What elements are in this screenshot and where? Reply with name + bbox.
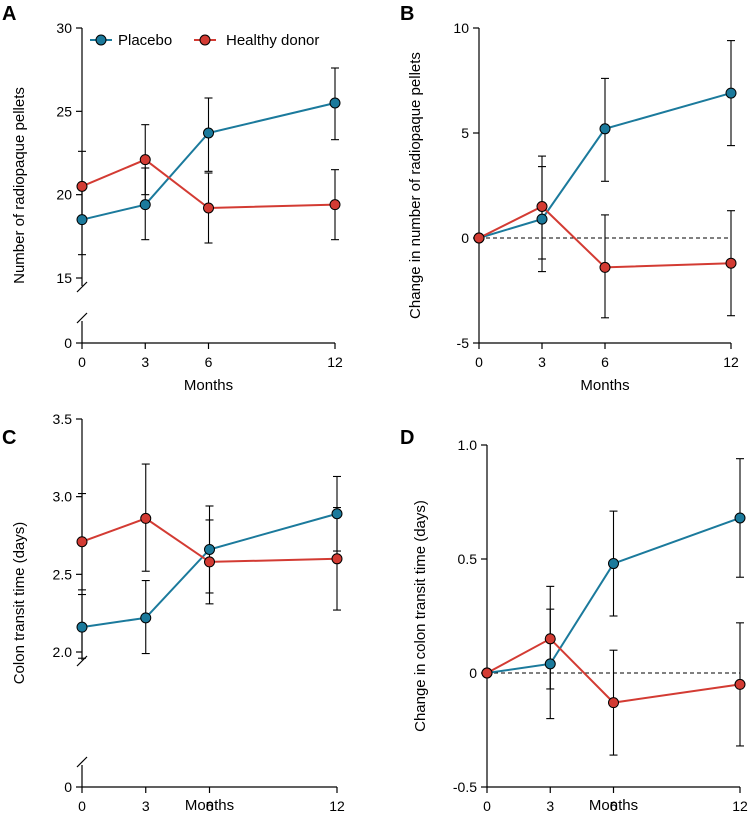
panel-d-donor-point [481, 667, 493, 679]
panel-d-donor-line [486, 637, 741, 704]
panel-d-placebo-line [486, 517, 741, 674]
panel-c-placebo-point [140, 612, 152, 624]
panel-b-donor-point [473, 232, 485, 244]
panel-c: C 0 2.0 2.5 3.0 3.5 0 3 6 12 Months Colon transit t… [2, 411, 345, 814]
legend: Placebo Healthy donor [90, 32, 319, 49]
panel-d-donor-point [608, 697, 619, 709]
panel-b-x-tick-label: 12 [723, 354, 739, 370]
panel-b-y-tick-label: 5 [461, 125, 469, 141]
panel-b-x-axis-title: Months [580, 377, 629, 394]
panel-b-y-tick-label: -5 [457, 335, 470, 351]
panel-c-y-tick-label: 3.5 [53, 411, 73, 427]
panel-d-y-tick-label: -0.5 [453, 779, 477, 795]
panel-c-donor-point [204, 556, 215, 568]
legend-donor-label: Healthy donor [226, 32, 319, 49]
panel-a-axis-break-upper [76, 281, 88, 293]
panel-c-donor-point [331, 553, 343, 565]
panel-a-donor-line [81, 158, 336, 210]
panel-a-x-tick-label: 0 [78, 354, 86, 370]
panel-d-x-axis-title: Months [589, 797, 638, 814]
panel-b-placebo-point [536, 213, 548, 225]
legend-placebo-label: Placebo [118, 32, 172, 49]
panel-a-placebo-point [329, 97, 341, 109]
panel-c-x-tick-label: 6 [206, 798, 214, 814]
panel-c-placebo-line [81, 512, 338, 629]
panel-a-placebo-point [139, 199, 151, 211]
panel-b-donor-point [599, 261, 611, 273]
panel-d-x-tick-label: 3 [546, 798, 554, 814]
panel-d-placebo-point [544, 658, 556, 670]
panel-a-donor-point [76, 180, 88, 192]
panel-a-x-tick-label: 12 [327, 354, 343, 370]
legend-donor-marker [199, 34, 211, 46]
panel-a-x-tick-label: 3 [141, 354, 149, 370]
panel-b-y-axis-title: Change in number of radiopaque pellets [407, 52, 424, 319]
panel-c-letter: C [2, 427, 16, 449]
panel-d: D -0.5 0 0.5 1.0 0 3 6 12 Months Change in colon t… [400, 427, 748, 814]
panel-d-placebo-point [734, 512, 746, 524]
panel-b-x-tick-label: 3 [538, 354, 546, 370]
legend-placebo-marker [95, 34, 107, 46]
panel-c-y-tick-label: 3.0 [53, 489, 73, 505]
panel-d-x-tick-label: 12 [732, 798, 748, 814]
panel-a-y-tick-label: 15 [56, 270, 72, 286]
panel-d-placebo-point [608, 558, 619, 570]
panel-d-y-tick-label: 0 [469, 665, 477, 681]
panel-c-x-tick-label: 0 [78, 798, 86, 814]
panel-c-y-tick-label: 2.5 [53, 566, 73, 582]
panel-a-donor-point [329, 199, 341, 211]
panel-d-donor-point [544, 633, 556, 645]
panel-a-y-tick-label: 25 [56, 103, 72, 119]
panel-c-placebo-point [331, 508, 343, 520]
panel-b-y-tick-label: 0 [461, 230, 469, 246]
panel-b-placebo-point [599, 123, 611, 135]
panel-d-y-tick-label: 1.0 [458, 437, 478, 453]
panel-a-axis-break-lower [76, 312, 88, 324]
panel-b-x-tick-label: 6 [601, 354, 609, 370]
panel-c-axis-break-lower [76, 756, 88, 768]
panel-a: A 0 15 20 25 30 0 3 6 12 Months Number of radiopaqu… [2, 3, 343, 394]
panel-b-donor-point [536, 201, 548, 212]
panel-d-donor-point [734, 678, 746, 690]
panel-a-y-axis-title: Number of radiopaque pellets [11, 87, 28, 284]
panel-a-y-tick-label: 20 [56, 187, 72, 203]
panel-b: B -5 0 5 10 0 3 6 12 Months Change in number of ra… [400, 3, 739, 394]
panel-b-placebo-point [725, 87, 737, 99]
panel-c-donor-point [76, 536, 88, 548]
panel-a-placebo-line [81, 102, 336, 221]
panel-b-donor-point [725, 257, 737, 269]
panel-d-x-tick-label: 0 [483, 798, 491, 814]
panel-c-y-axis-title: Colon transit time (days) [11, 522, 28, 685]
panel-a-y-tick-label-zero: 0 [64, 335, 72, 351]
panel-d-letter: D [400, 427, 414, 449]
panel-c-x-tick-label: 3 [142, 798, 150, 814]
panel-a-placebo-point [76, 214, 88, 226]
panel-b-x-tick-label: 0 [475, 354, 483, 370]
panel-d-x-tick-label: 6 [610, 798, 618, 814]
panel-a-donor-point [203, 202, 214, 214]
panel-c-x-tick-label: 12 [329, 798, 345, 814]
panel-a-y-tick-label: 30 [56, 20, 72, 36]
panel-c-donor-line [81, 517, 338, 563]
panel-b-placebo-line [478, 92, 732, 239]
panel-b-letter: B [400, 3, 414, 25]
panel-a-x-axis-title: Months [184, 377, 233, 394]
panel-a-letter: A [2, 3, 16, 25]
panel-d-y-tick-label: 0.5 [458, 551, 478, 567]
panel-d-y-axis-title: Change in colon transit time (days) [412, 500, 429, 732]
panel-b-y-tick-label: 10 [453, 20, 469, 36]
panel-c-y-tick-label-zero: 0 [64, 779, 72, 795]
panel-c-donor-point [140, 512, 152, 524]
panel-c-placebo-point [204, 543, 215, 555]
panel-b-donor-line [478, 205, 732, 269]
panel-c-y-tick-label: 2.0 [53, 644, 73, 660]
panel-c-placebo-point [76, 621, 88, 633]
panel-a-donor-point [139, 154, 151, 166]
panel-a-placebo-point [203, 127, 214, 139]
panel-c-x-axis-title: Months [185, 797, 234, 814]
panel-a-x-tick-label: 6 [205, 354, 213, 370]
